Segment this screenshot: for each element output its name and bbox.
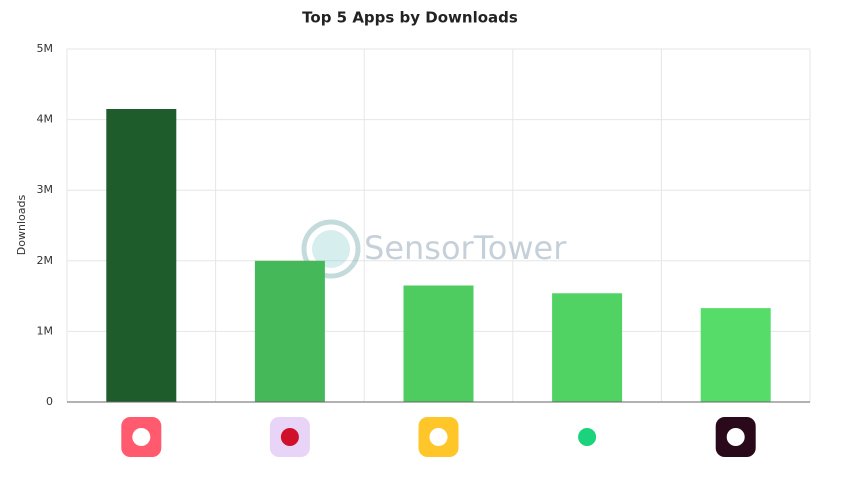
app-icon-glyph — [429, 428, 448, 446]
app-icon-glyph — [578, 428, 597, 446]
y-tick-label: 3M — [37, 183, 54, 196]
bar — [254, 260, 325, 402]
y-tick-label: 2M — [37, 254, 54, 267]
y-tick-label: 1M — [37, 324, 54, 337]
bar — [403, 285, 474, 402]
y-tick-label: 0 — [46, 395, 53, 408]
app-icon-glyph — [280, 428, 299, 446]
bar — [552, 293, 623, 402]
watermark-logo — [301, 219, 361, 279]
watermark-dot — [312, 230, 350, 268]
app-icon-glyph — [726, 428, 745, 446]
watermark-ring — [301, 219, 361, 279]
watermark: SensorTower — [364, 229, 567, 267]
y-tick-label: 5M — [37, 42, 54, 55]
chart-title: Top 5 Apps by Downloads — [302, 9, 518, 27]
app-icon-glyph — [132, 428, 151, 446]
bar — [700, 308, 771, 402]
bar — [106, 109, 177, 402]
y-tick-label: 4M — [37, 113, 54, 126]
y-axis-label: Downloads — [15, 195, 28, 256]
